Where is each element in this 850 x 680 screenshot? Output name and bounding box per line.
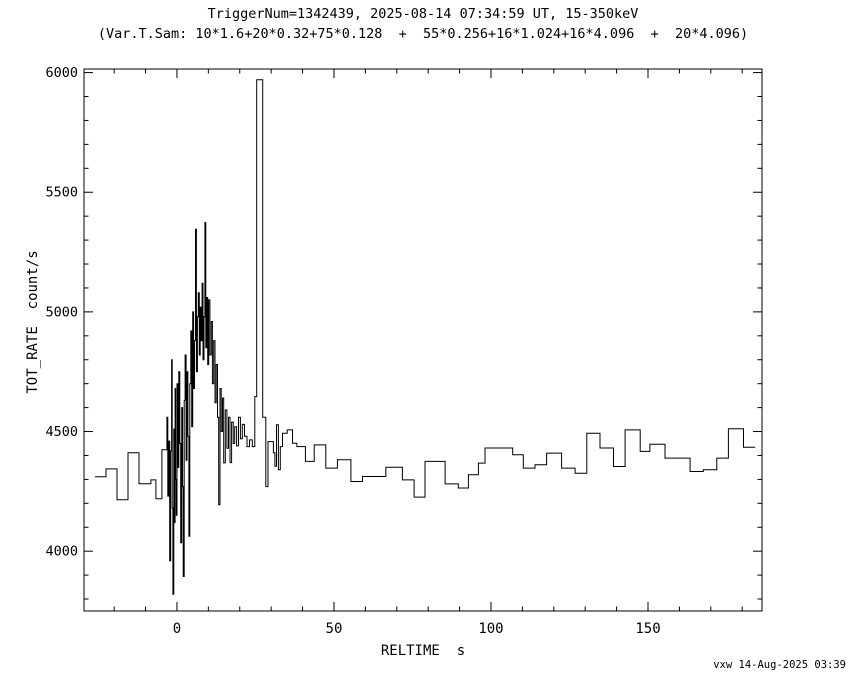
y-axis-label: TOT_RATE count/s: [25, 250, 41, 393]
x-axis-label: RELTIME s: [381, 643, 465, 659]
y-tick-label: 5000: [45, 304, 78, 320]
x-tick-label: 100: [478, 621, 503, 637]
y-tick-label: 5500: [45, 185, 78, 201]
y-axis-ticks: [84, 72, 762, 600]
x-axis-ticks: [113, 69, 743, 611]
page-subtitle: (Var.T.Sam: 10*1.6+20*0.32+75*0.128 + 55…: [97, 26, 749, 42]
y-tick-labels: 4000 4500 5000 5500 6000: [45, 65, 78, 560]
y-tick-label: 6000: [45, 65, 78, 81]
plot-frame: [83, 68, 763, 612]
page-title: TriggerNum=1342439, 2025-08-14 07:34:59 …: [207, 6, 639, 22]
timestamp-watermark: vxw 14-Aug-2025 03:39: [713, 659, 846, 671]
x-tick-label: 150: [635, 621, 660, 637]
y-tick-label: 4000: [45, 544, 78, 560]
x-tick-label: 50: [326, 621, 343, 637]
y-tick-label: 4500: [45, 424, 78, 440]
x-tick-label: 0: [173, 621, 181, 637]
x-tick-labels: 0 50 100 150: [173, 621, 661, 637]
data-series-path: [95, 79, 756, 595]
